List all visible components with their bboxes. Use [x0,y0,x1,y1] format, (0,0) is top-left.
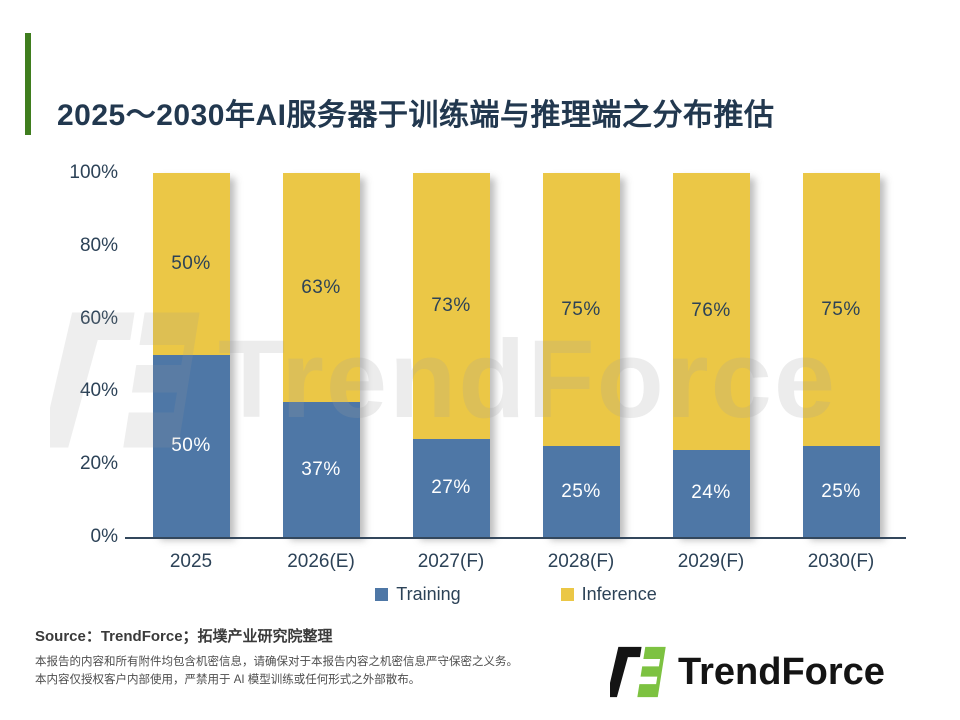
segment-value-label: 24% [691,482,731,504]
bar-column: 75% 25% [516,173,646,537]
y-axis-tick: 80% [79,234,118,256]
bar-segment-training: 27% [412,438,490,537]
bar-column: 75% 25% [776,173,906,537]
legend: Training Inference [126,584,906,605]
bar-column: 76% 24% [646,173,776,537]
stacked-bar: 76% 24% [672,173,750,537]
bar-segment-training: 37% [282,402,360,537]
legend-swatch [375,588,389,601]
bar-column: 73% 27% [386,173,516,537]
segment-value-label: 27% [431,476,471,498]
bar-segment-inference: 73% [412,173,490,439]
segment-value-label: 63% [301,276,341,298]
bar-segment-inference: 76% [672,173,750,450]
x-axis-label: 2028(F) [547,551,615,572]
trendforce-logo: TrendForce [610,644,885,700]
bar-segment-training: 25% [802,446,880,537]
y-axis-tick: 20% [79,453,118,475]
y-axis-tick: 40% [79,380,118,402]
x-axis-label: 2029(F) [677,551,745,572]
stacked-bar: 63% 37% [282,173,360,537]
trendforce-logo-icon [610,646,666,698]
segment-value-label: 50% [171,253,211,274]
legend-swatch [560,588,574,601]
bar-segment-inference: 75% [802,173,880,446]
y-axis-tick: 0% [90,526,118,547]
legend-label: Training [396,584,461,604]
x-axis-label: 2025 [169,551,213,572]
y-axis-tick: 60% [79,307,118,329]
bar-segment-training: 24% [672,449,750,537]
bar-segment-training: 25% [542,446,620,537]
legend-label: Inference [581,584,657,604]
segment-value-label: 37% [301,458,341,480]
stacked-bar: 73% 27% [412,173,490,537]
bar-segment-inference: 50% [152,173,230,355]
y-axis-tick: 100% [69,162,118,183]
trendforce-logo-text: TrendForce [678,650,885,693]
page-title: 2025～2030年AI服务器于训练端与推理端之分布推估 [57,99,775,133]
segment-value-label: 25% [821,480,861,502]
bar-segment-inference: 63% [282,173,360,403]
bar-column: 50% 50% [126,173,256,537]
source-text: Source：TrendForce；拓墣产业研究院整理 [35,628,333,645]
x-axis-labels: 2025 2026(E) 2027(F) 2028(F) 2029(F) 2030(F) [126,551,906,573]
segment-value-label: 25% [561,480,601,502]
stacked-bar: 50% 50% [152,173,230,537]
plot-area: 50% 50% 63% 37% 73% 27% 75% 25% 76% 24% 75% 25% [126,173,906,537]
bar-segment-training: 50% [152,355,230,537]
segment-value-label: 75% [561,298,601,320]
x-axis-label: 2026(E) [287,551,355,572]
stacked-bar: 75% 25% [542,173,620,537]
disclaimer-line-2: 本内容仅授权客户内部使用，严禁用于 AI 模型训练或任何形式之外部散布。 [35,674,421,686]
stacked-bar: 75% 25% [802,173,880,537]
legend-item-training: Training [375,584,461,605]
x-axis-label: 2027(F) [417,551,485,572]
segment-value-label: 50% [171,435,211,456]
segment-value-label: 73% [431,294,471,316]
bar-segment-inference: 75% [542,173,620,446]
y-axis: 100% 80% 60% 40% 20% 0% [30,162,118,547]
x-axis-label: 2030(F) [807,551,875,572]
segment-value-label: 76% [691,300,731,322]
legend-item-inference: Inference [560,584,657,605]
title-accent-bar [25,33,31,135]
bar-column: 63% 37% [256,173,386,537]
disclaimer-line-1: 本报告的内容和所有附件均包含机密信息，请确保对于本报告内容之机密信息严守保密之义… [35,656,518,668]
x-axis-line [125,537,906,539]
segment-value-label: 75% [821,298,861,320]
